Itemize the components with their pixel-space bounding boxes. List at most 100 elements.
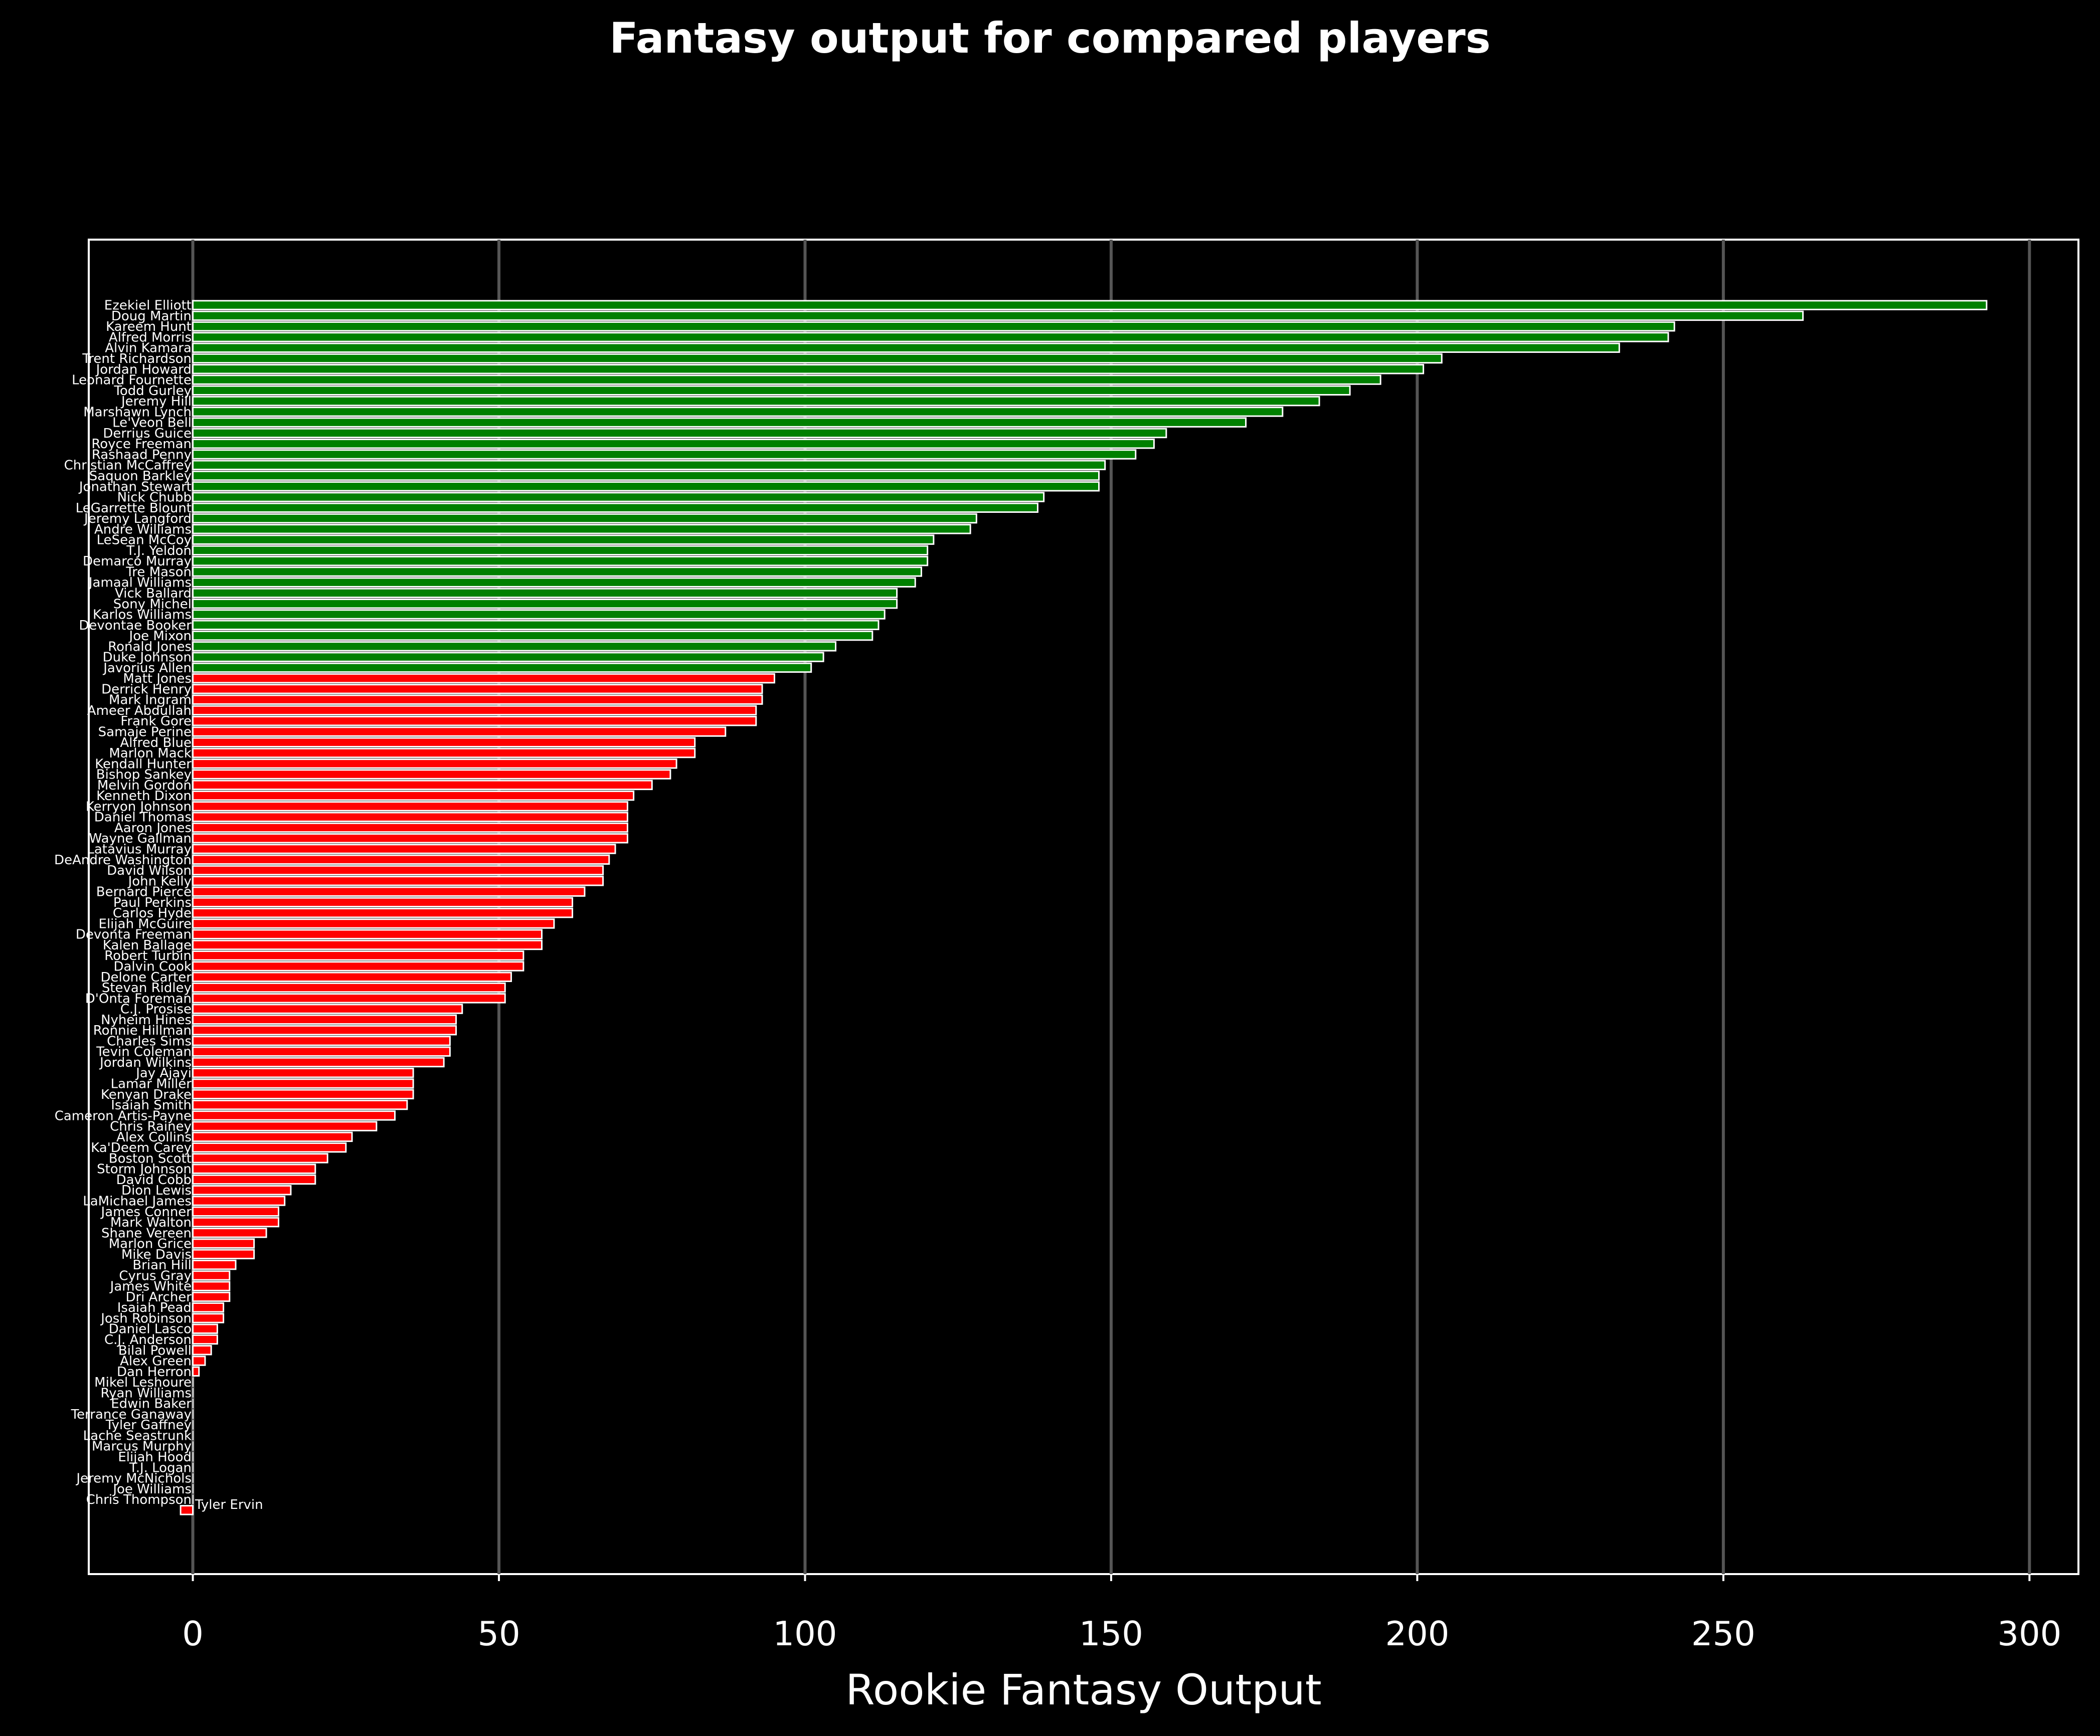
category-label: James Conner [100, 1205, 192, 1220]
category-label: Leonard Fournette [72, 373, 192, 388]
category-label: Josh Robinson [100, 1311, 192, 1326]
bar [192, 385, 1351, 396]
bar [192, 1131, 353, 1142]
category-label: Chris Rainey [110, 1119, 192, 1134]
bar [192, 1377, 194, 1387]
x-tick-label: 100 [773, 1614, 837, 1653]
bar [192, 1142, 347, 1153]
bar [192, 1270, 231, 1281]
bar [192, 726, 727, 737]
bar [192, 1217, 279, 1228]
category-label: Cyrus Gray [119, 1268, 192, 1283]
bar [192, 876, 604, 886]
category-label: Dan Herron [117, 1365, 192, 1380]
bar [192, 524, 971, 534]
bar [192, 300, 1988, 310]
bar [192, 1067, 414, 1078]
category-label: Samaje Perine [98, 725, 192, 740]
category-label: Edwin Baker [111, 1397, 192, 1412]
bar [192, 694, 763, 705]
bar [192, 1014, 457, 1025]
category-label: Paul Perkins [113, 895, 192, 910]
category-label: Ezekiel Elliott [104, 298, 192, 313]
category-label: Alex Green [120, 1354, 192, 1369]
category-label: LeGarrette Blount [76, 501, 192, 516]
bar [192, 566, 922, 577]
bar [192, 1078, 414, 1089]
bar [192, 907, 574, 918]
bar [192, 555, 929, 566]
category-label: Andre Williams [94, 522, 192, 537]
x-axis-label: Rookie Fantasy Output [845, 1665, 1321, 1714]
category-label: Vick Ballard [115, 586, 192, 601]
bar [192, 673, 775, 684]
category-label: Kenneth Dixon [96, 789, 192, 804]
category-label: Devontae Booker [79, 618, 192, 633]
category-label: Daniel Thomas [94, 810, 192, 825]
bar [192, 502, 1038, 513]
bar [192, 1238, 255, 1249]
category-label: Dion Lewis [121, 1183, 192, 1198]
bar [192, 886, 586, 897]
bar [192, 449, 1137, 460]
bar [192, 1057, 445, 1068]
bar [192, 1004, 463, 1014]
category-label: Dalvin Cook [113, 959, 192, 974]
category-label: Sony Michel [113, 597, 192, 612]
bar [192, 1046, 451, 1057]
category-label: Boston Scott [109, 1151, 192, 1166]
bar [192, 918, 555, 929]
category-label: Duke Johnson [103, 650, 192, 665]
category-label: Brian Hill [132, 1258, 192, 1273]
bar [192, 396, 1320, 407]
bar [192, 1420, 194, 1430]
category-label: Charles Sims [107, 1034, 192, 1049]
bar [192, 961, 524, 972]
bar [192, 822, 628, 833]
category-label: Lache Seastrunk [83, 1428, 192, 1443]
bar [192, 1291, 231, 1302]
category-label: Carlos Hyde [113, 906, 192, 921]
bar [192, 492, 1045, 502]
category-label: Nick Chubb [117, 490, 192, 505]
category-label: Jay Ajayi [135, 1066, 192, 1081]
x-axis-ticks: 0 50 100 150 200 250 300 [182, 1574, 2061, 1653]
category-label: Jonathan Stewart [78, 479, 192, 494]
category-label: Ka'Deem Carey [91, 1140, 192, 1155]
category-label: Nyheim Hines [101, 1013, 192, 1028]
bar [192, 780, 653, 791]
category-label: Jordan Howard [95, 362, 192, 377]
x-tick-label: 0 [182, 1614, 204, 1653]
category-label: Kendall Hunter [95, 756, 192, 771]
bar [192, 801, 628, 812]
bar [192, 939, 543, 950]
category-label: Royce Freeman [91, 437, 192, 452]
bar [192, 1302, 225, 1313]
category-label: LaMichael James [83, 1194, 192, 1209]
bar [192, 1185, 292, 1196]
bar [192, 865, 604, 876]
bar [192, 972, 512, 982]
x-tick-label: 250 [1691, 1614, 1756, 1653]
category-label: Jeremy Hill [120, 394, 192, 409]
annotation-label: Tyler Ervin [195, 1497, 263, 1512]
bar [192, 470, 1100, 481]
bar [192, 950, 524, 961]
bar [192, 364, 1425, 374]
category-label: Frank Gore [120, 714, 192, 729]
category-label: Ryan Williams [100, 1386, 192, 1401]
category-label: Chris Thompson [86, 1492, 192, 1507]
bar [192, 353, 1443, 364]
category-label: Lamar Miller [111, 1076, 192, 1091]
bar [192, 1259, 237, 1270]
category-label: Derrius Guice [103, 426, 192, 441]
category-label: Saquon Barkley [89, 469, 192, 484]
bar [192, 545, 929, 556]
category-label: Latavius Murray [87, 842, 192, 857]
bar [192, 641, 837, 652]
bar [192, 1388, 194, 1398]
bar [192, 1153, 328, 1164]
bar [192, 1399, 194, 1409]
category-label: C.J. Prosise [120, 1002, 192, 1017]
